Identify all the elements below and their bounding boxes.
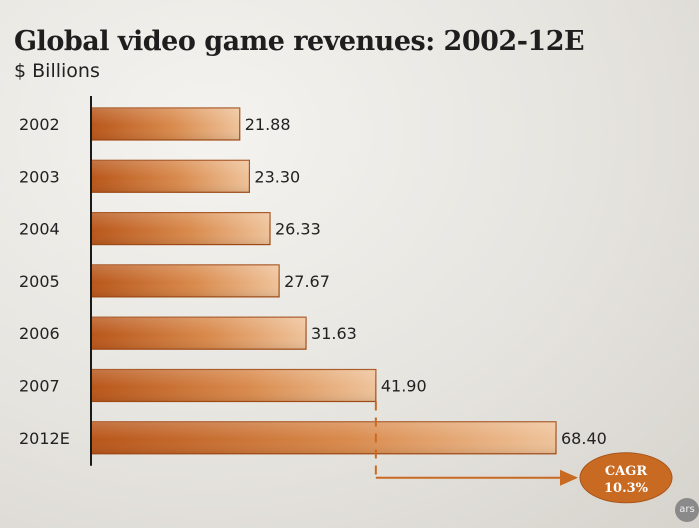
category-label-2007: 2007: [19, 377, 60, 396]
category-label-2006: 2006: [19, 324, 60, 343]
cagr-annotation: CAGR 10.3%: [374, 401, 673, 504]
value-label-2006: 31.63: [311, 324, 357, 343]
value-label-2002: 21.88: [245, 115, 291, 134]
bar-shade-2012E: [91, 421, 556, 454]
value-label-2005: 27.67: [284, 272, 330, 291]
bar-shade-2005: [91, 264, 280, 297]
labels-layer: 2002 21.88 2003 23.30 2004 26.33 2005 27.67 2006…: [19, 115, 607, 448]
bars-layer: [90, 107, 557, 455]
cagr-badge: [579, 452, 673, 504]
value-label-2004: 26.33: [275, 220, 321, 239]
category-label-2005: 2005: [19, 272, 60, 291]
cagr-value: 10.3%: [604, 481, 649, 496]
cagr-label: CAGR: [605, 464, 648, 479]
ars-logo: ars: [675, 498, 699, 522]
category-label-2003: 2003: [19, 167, 60, 186]
bar-shade-2004: [91, 212, 270, 245]
bar-shade-2003: [91, 160, 250, 193]
bar-shade-2002: [91, 108, 240, 140]
value-label-2007: 41.90: [381, 377, 427, 396]
chart-title: Global video game revenues: 2002-12E: [14, 26, 585, 57]
category-label-2004: 2004: [19, 220, 60, 239]
bar-shade-2006: [91, 317, 307, 350]
value-label-2003: 23.30: [254, 167, 300, 186]
category-label-2002: 2002: [19, 115, 60, 134]
value-label-2012E: 68.40: [561, 429, 607, 448]
bar-shade-2007: [91, 369, 376, 402]
chart-subtitle: $ Billions: [14, 60, 100, 82]
category-label-2012E: 2012E: [19, 429, 70, 448]
